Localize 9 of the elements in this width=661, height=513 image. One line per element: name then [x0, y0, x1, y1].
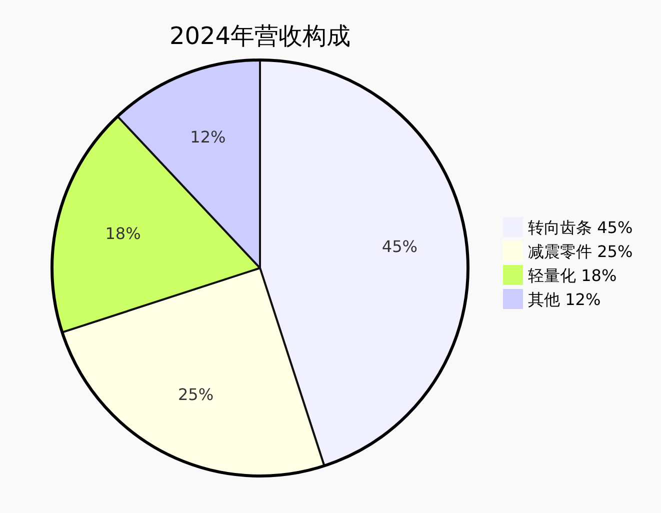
- data-label: 18%: [105, 224, 141, 243]
- data-label: 12%: [190, 127, 226, 146]
- data-label: 25%: [178, 385, 214, 404]
- slice-label: 转向齿条 45%: [528, 218, 633, 237]
- chart-title: 2024年营收构成: [169, 22, 351, 50]
- legend-label: 轻量化 18%: [528, 266, 617, 285]
- legend-label: 减震零件 25%: [528, 242, 633, 261]
- legend-label: 其他 12%: [528, 290, 601, 309]
- data-label: 45%: [382, 236, 418, 256]
